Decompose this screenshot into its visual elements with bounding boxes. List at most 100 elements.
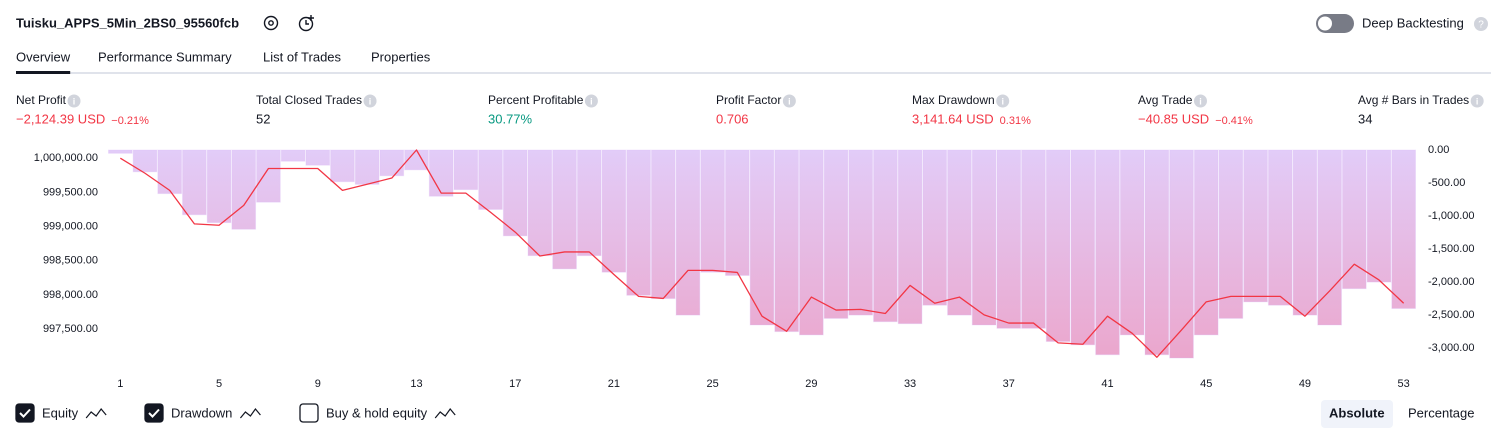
y2-tick-label: -500.00 [1428, 177, 1465, 189]
x-tick-label: 9 [315, 378, 321, 390]
x-tick-label: 5 [216, 378, 222, 390]
legend-checkbox[interactable] [144, 403, 164, 423]
drawdown-bar [108, 149, 133, 154]
y-tick-label: 1,000,000.00 [34, 152, 98, 164]
toggle-label: Deep Backtesting [1362, 15, 1464, 30]
drawdown-bar [453, 149, 479, 191]
x-tick-label: 45 [1200, 378, 1212, 390]
legend-checkbox[interactable] [15, 403, 35, 423]
drawdown-bar [897, 149, 923, 325]
tab[interactable]: Performance Summary [98, 49, 232, 64]
metric-value: 30.77% [488, 111, 533, 126]
info-icon-glyph: i [1001, 96, 1004, 106]
y2-tick-label: -1,500.00 [1428, 243, 1474, 255]
tab-underline [16, 71, 71, 74]
drawdown-bar [626, 149, 651, 296]
y2-tick-label: 0.00 [1428, 144, 1449, 156]
tab[interactable]: Overview [16, 49, 71, 64]
drawdown-bar [922, 149, 948, 306]
legend-label: Equity [42, 405, 79, 420]
drawdown-bar [280, 149, 306, 162]
drawdown-bar [132, 149, 158, 173]
drawdown-bar [305, 149, 331, 166]
drawdown-bar [478, 149, 503, 210]
drawdown-bar [1267, 149, 1293, 306]
alert-icon[interactable] [298, 15, 315, 32]
tab[interactable]: Properties [371, 49, 431, 64]
drawdown-bar [848, 149, 874, 316]
drawdown-bar [576, 149, 602, 257]
view-button[interactable]: Absolute [1329, 405, 1385, 420]
y-tick-label: 999,000.00 [43, 221, 98, 233]
drawdown-bar [1070, 149, 1096, 346]
drawdown-bar [552, 149, 577, 270]
tabs: Overview Performance Summary List of Trade… [16, 49, 431, 74]
legend-icon [239, 408, 261, 419]
metric-label: Profit Factor [716, 93, 781, 107]
drawdown-bar [157, 149, 183, 195]
drawdown-bar [1391, 149, 1417, 309]
info-icon-glyph: i [73, 96, 76, 106]
drawdown-bar [1045, 149, 1071, 343]
metric-label: Percent Profitable [488, 93, 584, 107]
x-tick-label: 25 [707, 378, 719, 390]
info-icon-glyph: i [1476, 96, 1479, 106]
drawdown-bar [700, 149, 725, 273]
view-button[interactable]: Percentage [1408, 405, 1475, 420]
help-icon[interactable]: ? [1474, 17, 1488, 31]
drawdown-bar [1317, 149, 1342, 326]
info-icon[interactable] [67, 94, 81, 108]
deep-backtesting-toggle[interactable] [1316, 14, 1354, 33]
tab[interactable]: List of Trades [263, 49, 342, 64]
legend-checkbox[interactable] [299, 403, 319, 423]
info-icon[interactable] [996, 94, 1010, 108]
drawdown-bar [774, 149, 800, 333]
drawdown-bar [527, 149, 553, 257]
drawdown-bar [1292, 149, 1318, 316]
drawdown-bar [354, 149, 380, 185]
x-tick-label: 41 [1101, 378, 1113, 390]
drawdown-bar [1144, 149, 1170, 356]
drawdown-bar [1119, 149, 1145, 336]
x-tick-label: 53 [1398, 378, 1410, 390]
info-icon[interactable] [1470, 94, 1484, 108]
drawdown-bar [1243, 149, 1268, 303]
info-icon-glyph: i [369, 96, 372, 106]
settings-icon[interactable] [263, 15, 279, 31]
info-icon[interactable] [782, 94, 796, 108]
metric-extra: −0.21% [111, 115, 149, 127]
metric-value: −2,124.39 USD [16, 111, 105, 126]
y2-tick-label: -2,000.00 [1428, 276, 1474, 288]
drawdown-bar [971, 149, 997, 326]
equity-line [120, 149, 1405, 358]
drawdown-bar [1366, 149, 1392, 283]
drawdown-bar [724, 149, 750, 276]
x-tick-label: 21 [608, 378, 620, 390]
drawdown-bar [1218, 149, 1244, 319]
legend-icon [434, 408, 456, 419]
info-icon[interactable] [584, 94, 598, 108]
y2-tick-label: -1,000.00 [1428, 210, 1474, 222]
info-icon[interactable] [1193, 94, 1207, 108]
metric-value: 52 [256, 111, 270, 126]
legend-label: Drawdown [171, 405, 232, 420]
drawdown-bar [1021, 149, 1046, 329]
drawdown-bar [823, 149, 849, 319]
info-icon[interactable] [363, 94, 377, 108]
legend-icon [85, 408, 107, 419]
metric-extra: −0.41% [1215, 115, 1253, 127]
drawdown-bar [601, 149, 627, 273]
y2-tick-label: -2,500.00 [1428, 309, 1474, 321]
legend-label: Buy & hold equity [326, 405, 428, 420]
drawdown-bar [206, 149, 232, 224]
checkmark [148, 408, 160, 418]
drawdown-bar [182, 149, 207, 216]
info-icon-glyph: i [1199, 96, 1202, 106]
y-tick-label: 999,500.00 [43, 186, 98, 198]
metrics: Net Profit i −2,124.39 USD −0.21% Total Clos… [16, 93, 1484, 127]
drawdown-bar [1095, 149, 1120, 356]
metric-value: 34 [1358, 111, 1372, 126]
metric-value: 3,141.64 USD [912, 111, 994, 126]
drawdown-bar [675, 149, 701, 316]
